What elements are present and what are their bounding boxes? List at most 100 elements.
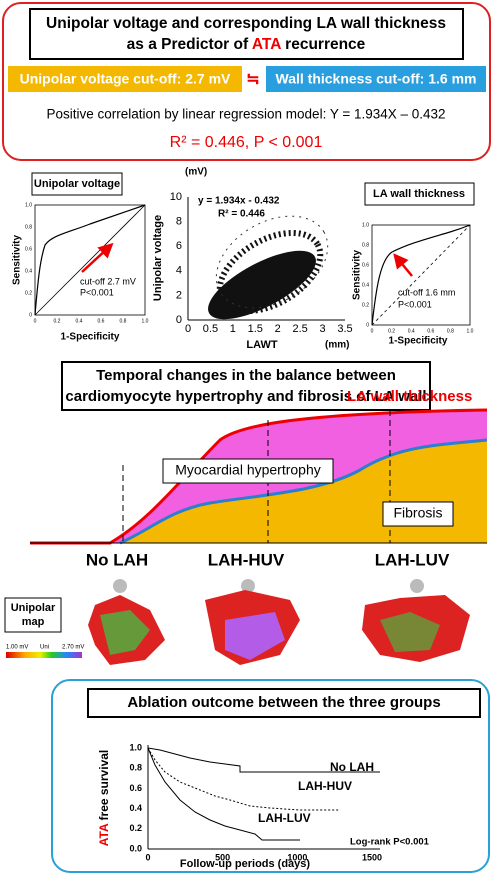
y-tick-label: 0.8 [25, 224, 32, 230]
scale-label: 2.70 mV [62, 645, 84, 651]
markers [113, 579, 424, 593]
roc-note: P<0.001 [398, 299, 432, 309]
color-bar [6, 652, 82, 658]
roc-note: cut-off 2.7 mV [80, 276, 136, 286]
y-tick-label: 1.0 [129, 742, 142, 752]
thickness-box [266, 66, 486, 92]
ylabel-rest: free survival [97, 750, 111, 824]
y-tick-label: 0.2 [129, 823, 142, 833]
x-tick-label: 0.8 [120, 318, 127, 324]
wall-line [30, 408, 488, 545]
roc-curve [371, 224, 471, 326]
y-tick-label: 0.0 [129, 843, 142, 853]
equation: y = 1.934x - 0.432 [198, 196, 280, 207]
y-axis-label: Unipolar voltage [152, 215, 164, 301]
y-tick-label: 0.8 [362, 242, 369, 248]
curve-lah-huv [147, 747, 340, 811]
x-axis-label: 1-Specificity [389, 336, 448, 347]
y-tick-label: 0.8 [129, 763, 142, 773]
temporal-title-box [61, 361, 431, 411]
plot-frame [34, 204, 146, 316]
y-tick-label: 6 [176, 240, 182, 252]
x-tick-label: 0 [371, 328, 374, 334]
title-line: Unipolar voltage and corresponding LA wa… [46, 15, 446, 32]
map-3-detail [380, 612, 440, 652]
roc-label-box [364, 182, 475, 206]
x-tick-label: 1.0 [467, 328, 474, 334]
y-axis-label: Sensitivity [12, 235, 23, 285]
roc-label: LA wall thickness [373, 188, 465, 200]
curve-label: LAH-LUV [258, 811, 311, 825]
x-tick-label: 1.5 [248, 323, 263, 335]
y-tick-label: 0.4 [362, 282, 369, 288]
y-tick-label: 8 [176, 216, 182, 228]
map-1-detail [100, 610, 150, 655]
x-tick-label: 0.4 [76, 318, 83, 324]
roc-plot [34, 204, 146, 316]
x-tick-label: 1.0 [142, 318, 149, 324]
thickness-cutoff: Wall thickness cut-off: 1.6 mm [276, 71, 477, 87]
y-tick-label: 0 [366, 322, 369, 328]
x-tick-label: 0.5 [203, 323, 218, 335]
y-tick-label: 0 [29, 312, 32, 318]
curve-label: No LAH [330, 760, 374, 774]
map-label-box [4, 597, 62, 633]
x-axis-label: LAWT [246, 339, 277, 351]
x-tick-label: 0.2 [54, 318, 61, 324]
x-tick-label: 2.5 [292, 323, 307, 335]
y-tick-label: 1.0 [362, 222, 369, 228]
y-tick-label: 0.6 [25, 246, 32, 252]
x-tick-label: 3 [320, 323, 326, 335]
y-tick-label: 0.2 [25, 290, 32, 296]
outcome-frame [51, 679, 490, 873]
group-label: No LAH [86, 550, 148, 569]
roc-label-box [31, 172, 123, 196]
x-unit: (mm) [325, 340, 349, 351]
x-axis-label: Follow-up periods (days) [180, 858, 311, 870]
group-label: LAH-HUV [208, 550, 285, 569]
y-tick-label: 0.4 [129, 803, 142, 813]
roc-label: Unipolar voltage [34, 178, 120, 190]
fibrosis-label: Fibrosis [393, 505, 442, 521]
approx-sign: ≒ [246, 71, 259, 88]
y-tick-label: 4 [176, 265, 182, 277]
fibrosis-line [119, 438, 488, 545]
y-axis-label: Sensitivity [352, 250, 363, 300]
title-text: as a Predictor of [127, 36, 252, 53]
arrow [81, 242, 114, 273]
temporal-title: Temporal changes in the balance between [96, 367, 396, 384]
hypertrophy-box [162, 458, 334, 484]
scatter-cloud [208, 215, 329, 320]
curve-no-lah [147, 747, 380, 773]
y-tick-label: 0.6 [129, 783, 142, 793]
roc-note: P<0.001 [80, 287, 114, 297]
x-tick-label: 1500 [362, 852, 382, 862]
x-tick-label: 0.2 [388, 328, 395, 334]
r-squared: R² = 0.446 [218, 209, 265, 220]
map-label: Unipolar [11, 602, 56, 614]
x-tick-label: 1 [230, 323, 236, 335]
arrow [393, 253, 413, 277]
map-2-detail [225, 612, 285, 660]
reference-line [34, 204, 146, 316]
title-text: recurrence [281, 36, 366, 53]
y-unit: (mV) [185, 167, 207, 178]
logrank: Log-rank P<0.001 [350, 837, 430, 848]
plot-frame [371, 224, 471, 326]
x-tick-label: 0.4 [408, 328, 415, 334]
roc-curve [34, 204, 146, 316]
fibrosis-box [382, 501, 454, 527]
x-tick-label: 0 [34, 318, 37, 324]
x-tick-label: 3.5 [337, 323, 352, 335]
map-label: map [22, 616, 45, 628]
roc-plot [371, 224, 471, 326]
x-tick-label: 0 [185, 323, 191, 335]
r-squared: R² = 0.446, P < 0.001 [170, 134, 323, 151]
y-tick-label: 10 [170, 191, 182, 203]
x-tick-label: 0.6 [427, 328, 434, 334]
scale-label: Uni [40, 645, 49, 651]
y-tick-label: 2 [176, 289, 182, 301]
hypertrophy-label: Myocardial hypertrophy [175, 462, 321, 478]
outcome-title-box [87, 688, 481, 718]
